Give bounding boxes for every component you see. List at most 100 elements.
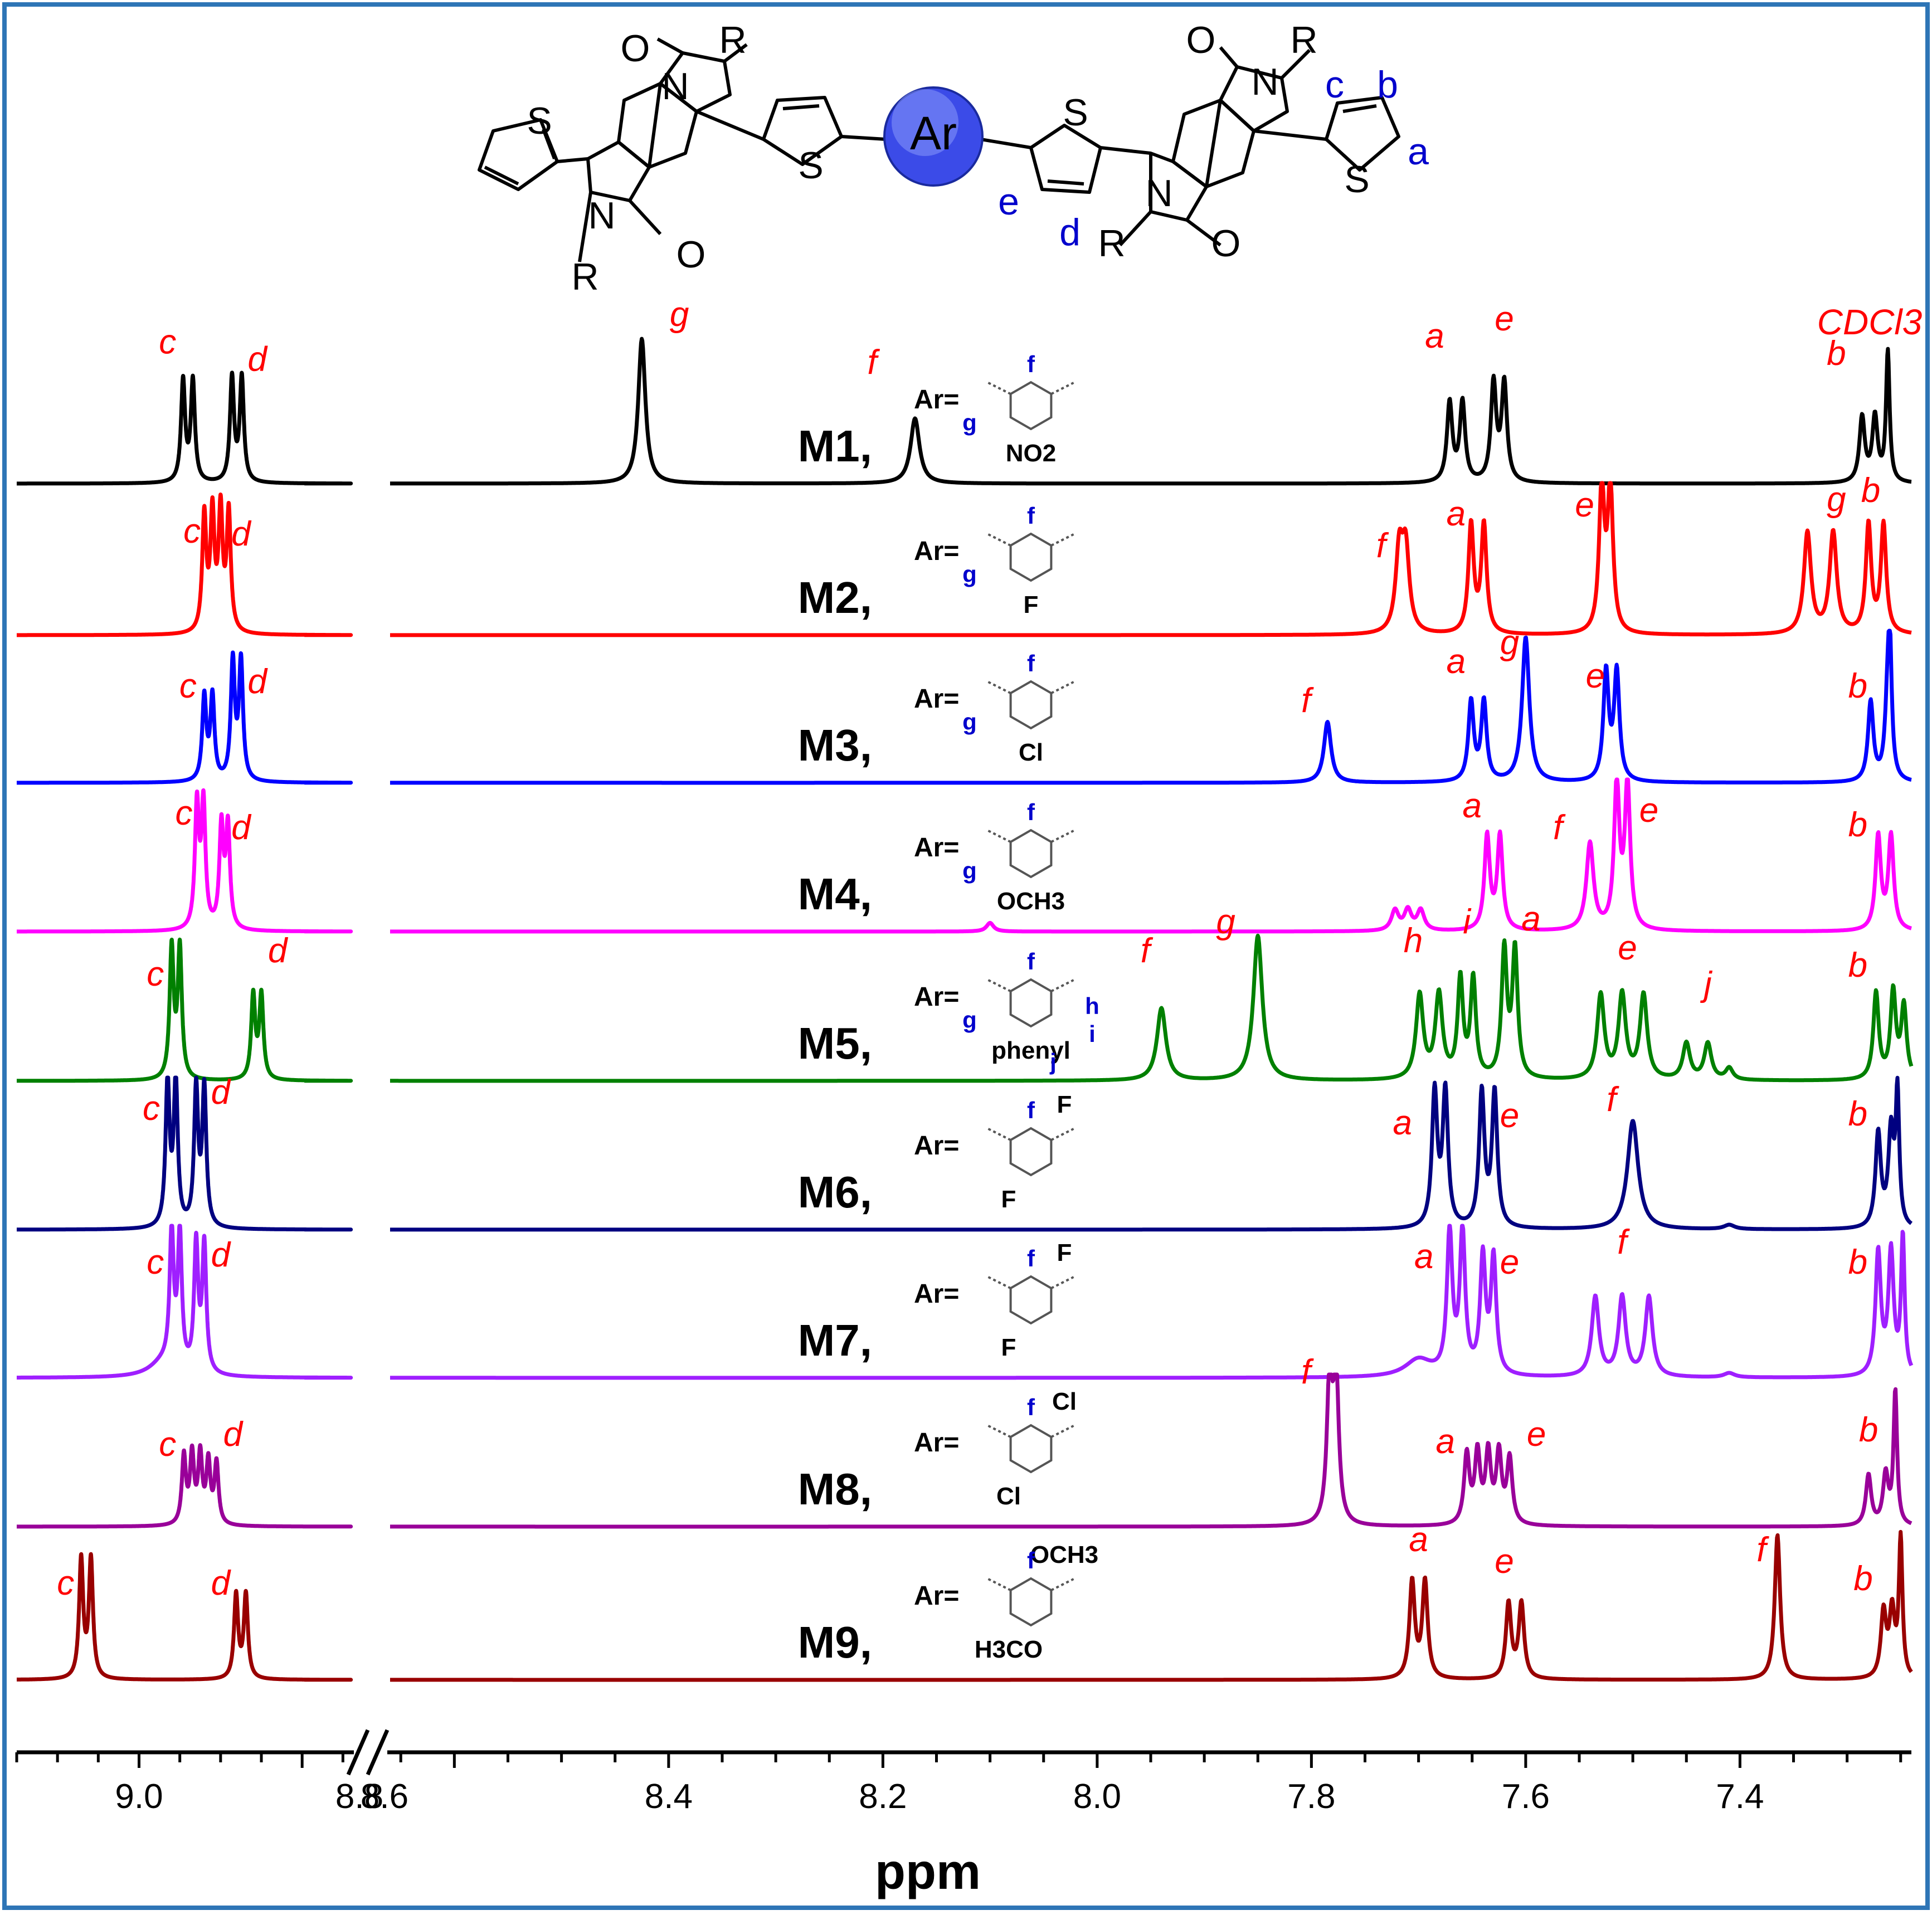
peak-label-b: b [1827,334,1846,373]
ar-site-f: f [1027,650,1035,676]
ar-site-g: g [962,561,977,587]
molecule-structure [478,37,1400,262]
peak-label-e: e [1618,929,1637,967]
ar-ring-icon-m2 [987,532,1074,582]
ar-site-g: g [962,857,977,884]
ar-substituent-m6: F [1001,1186,1016,1213]
ar-label-m3: Ar= [914,684,959,714]
spectrum-m2 [14,481,1913,637]
molecule-label: S [1344,158,1369,201]
molecule-label: d [1059,211,1081,254]
series-label-m3: M3, [798,720,872,770]
x-tick-label: 8.4 [645,1777,693,1816]
peak-label-d: d [223,1415,244,1454]
ar-substituent-m4: OCH3 [997,888,1065,915]
peak-label-a: a [1521,900,1540,938]
peak-label-e: e [1639,791,1658,830]
ar-label-m9: Ar= [914,1581,959,1611]
peak-label-e: e [1495,1542,1514,1581]
peak-label-e: e [1500,1243,1519,1281]
spectrum-m7 [14,1224,1914,1380]
ar-site-f: f [1027,351,1035,377]
ar-core-highlight [892,89,958,156]
molecule-label: c [1325,64,1344,106]
x-tick-label: 9.0 [115,1777,163,1816]
ar-site-f: f [1027,1547,1035,1573]
peak-label-a: a [1447,495,1466,533]
ar-ring-icon-m7 [987,1275,1074,1325]
ar-site-g: g [962,1007,977,1033]
spectrum-trace-m2-left [14,493,353,637]
ar-site-j: j [1049,1049,1057,1075]
peak-label-g: g [670,295,689,334]
ar-site-f: f [1027,1245,1035,1271]
spectrum-trace-m8-right [388,1372,1913,1529]
ar-site-h: h [1085,993,1099,1019]
peak-label-d: d [211,1236,232,1274]
molecule-label: N [588,194,615,237]
spectrum-trace-m3-right [388,628,1913,785]
series-label-m2: M2, [798,573,872,622]
x-axis-title: ppm [875,1844,981,1900]
ar-site-f: f [1027,1097,1035,1123]
series-label-m1: M1, [798,421,872,471]
ar-site-i: i [1089,1021,1096,1047]
peak-label-c: c [179,667,197,705]
molecule-label: N [1251,61,1278,103]
ar-site-g: g [962,410,977,436]
peak-label-a: a [1463,787,1482,825]
peak-label-i: i [1463,903,1472,941]
peak-label-d: d [247,340,268,379]
spectrum-m8 [14,1372,1913,1529]
ar-substituent-m8: Cl [1052,1388,1077,1415]
peak-label-a: a [1435,1422,1454,1461]
spectrum-trace-m6-right [388,1075,1913,1232]
x-axis: 9.0 8.88.6 8.4 8.2 8.0 7.8 7.6 7.4 ppm [15,1729,1911,1900]
peak-label-b: b [1853,1560,1872,1598]
spectrum-trace-m7-left [14,1224,353,1380]
peak-label-c: c [147,1243,164,1281]
ar-substituent-m7: F [1001,1334,1016,1361]
peak-label-g: g [1500,623,1519,662]
molecule-label: O [677,233,706,276]
peak-label-d: d [247,662,268,701]
peak-label-e: e [1495,300,1514,338]
ar-label-m6: Ar= [914,1131,959,1161]
series-label-m8: M8, [798,1464,872,1514]
ar-substituent-m2: F [1024,591,1039,618]
ar-ring-icon-m9 [987,1577,1074,1627]
ar-substituent-m5: phenyl [991,1037,1070,1064]
ar-ring-icon-m8 [987,1424,1074,1474]
peak-label-b: b [1848,806,1867,844]
molecule-label: R [1098,222,1125,265]
ar-site-f: f [1027,503,1035,529]
molecule-label: N [661,65,689,108]
peak-label-e: e [1575,486,1594,524]
series-label-m5: M5, [798,1019,872,1068]
spectrum-trace-m5-right [388,933,1914,1083]
peak-label-c: c [159,323,176,361]
molecule-label: O [621,27,650,70]
ar-ring-icon-m5 [987,978,1074,1028]
ar-site-f: f [1027,799,1035,825]
peak-label-c: c [57,1564,74,1602]
ar-label-m1: Ar= [914,385,959,415]
series-label-m7: M7, [798,1315,872,1365]
spectrum-trace-m4-right [388,777,1913,934]
x-tick-label: 7.6 [1502,1777,1550,1816]
x-tick-label: 7.8 [1287,1777,1335,1816]
axis-break-mark [346,1729,370,1776]
spectrum-trace-m1-left [14,371,353,486]
ar-site-g: g [962,709,977,735]
ar-substituent-m6: F [1057,1091,1072,1118]
x-tick-label: 8.6 [361,1777,408,1816]
x-tick-label: 8.0 [1073,1777,1121,1816]
peak-label-c: c [183,512,201,550]
peak-label-b: b [1848,667,1867,705]
peak-label-c: c [143,1089,160,1128]
spectrum-trace-m3-left [14,650,353,785]
x-tick-label: 8.8 [335,1777,383,1816]
ar-ring-icon-m3 [987,680,1074,730]
